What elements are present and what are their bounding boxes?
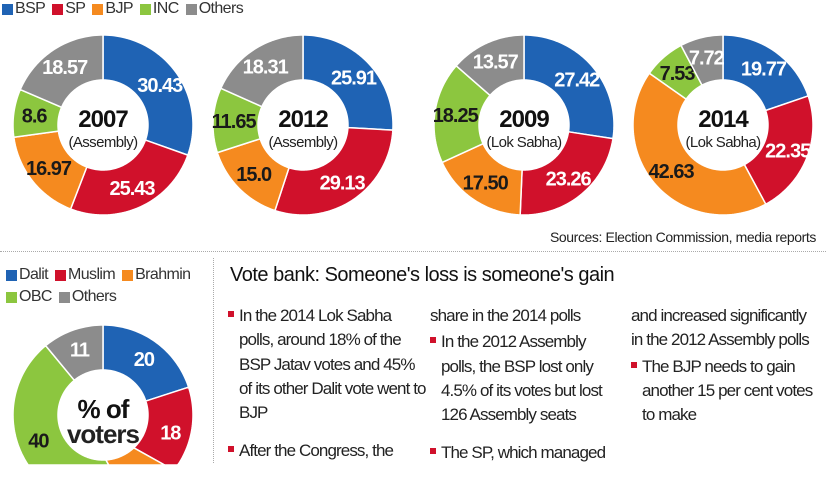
legend-swatch bbox=[122, 269, 134, 281]
slice-label: 29.13 bbox=[320, 172, 366, 194]
legend-swatch bbox=[52, 3, 64, 15]
bullet-point: After the Congress, the bbox=[228, 439, 428, 463]
legend-swatch bbox=[92, 3, 104, 15]
slice-others bbox=[19, 34, 104, 109]
legend-item: BJP bbox=[92, 0, 134, 18]
bullet-continuation: share in the 2014 polls bbox=[430, 306, 581, 325]
legend-swatch bbox=[58, 291, 70, 303]
legend-item: Brahmin bbox=[122, 266, 191, 284]
slice-label: 11 bbox=[70, 340, 90, 362]
slice-label: 15.0 bbox=[236, 164, 272, 186]
slice-label: 22.35 bbox=[765, 140, 811, 162]
slice-label: 16.97 bbox=[26, 158, 72, 180]
caste-legend: Dalit Muslim Brahmin OBC Others bbox=[6, 266, 211, 306]
slice-label: 7.53 bbox=[660, 63, 696, 85]
bullet-point: The SP, which managed bbox=[430, 441, 620, 465]
bullet-continuation: and increased significantly in the 2012 … bbox=[631, 306, 810, 350]
legend-item: INC bbox=[139, 0, 179, 18]
article-title: Vote bank: Someone's loss is someone's g… bbox=[230, 264, 615, 286]
slice-label: 18.31 bbox=[243, 57, 289, 79]
donut-2007: 30.43 25.43 16.97 8.6 18.57 2007(Assembly) bbox=[12, 34, 194, 216]
donut-title: 2014 bbox=[698, 106, 749, 133]
slice-label: 20 bbox=[134, 349, 155, 371]
slice-label: 7.72 bbox=[689, 48, 725, 70]
article-column-3: and increased significantly in the 2012 … bbox=[631, 304, 821, 441]
legend-label: Others bbox=[71, 288, 117, 305]
slice-label: 30.43 bbox=[137, 75, 183, 97]
legend-item: BSP bbox=[2, 0, 46, 18]
party-legend: BSP SP BJP INC Others bbox=[2, 0, 244, 18]
donut-subtitle: (Assembly) bbox=[68, 134, 138, 151]
slice-label: 40 bbox=[28, 431, 49, 453]
bullet-point: The BJP needs to gain another 15 per cen… bbox=[631, 355, 821, 428]
legend-swatch bbox=[2, 3, 13, 15]
slice-label: 19.77 bbox=[741, 58, 787, 80]
legend-swatch bbox=[139, 3, 151, 15]
legend-label: SP bbox=[65, 0, 86, 17]
donut-2012: 25.91 29.13 15.0 11.65 18.31 2012(Assembly) bbox=[212, 34, 394, 216]
slice-label: 13.57 bbox=[473, 52, 519, 74]
legend-label: Muslim bbox=[68, 266, 116, 283]
slice-others bbox=[44, 324, 104, 382]
legend-item: SP bbox=[52, 0, 86, 18]
legend-label: BJP bbox=[105, 0, 133, 17]
legend-item: Dalit bbox=[6, 266, 49, 284]
donut-subtitle: (Lok Sabha) bbox=[685, 134, 761, 151]
legend-swatch bbox=[6, 269, 17, 281]
legend-swatch bbox=[6, 291, 17, 303]
legend-label: Brahmin bbox=[135, 266, 191, 283]
slice-label: 18.57 bbox=[42, 57, 88, 79]
legend-label: Others bbox=[198, 0, 244, 17]
donut-subtitle: (Lok Sabha) bbox=[486, 134, 562, 151]
slice-label: 18 bbox=[160, 422, 181, 444]
slice-label: 18.25 bbox=[433, 105, 479, 127]
legend-item: Muslim bbox=[55, 266, 116, 284]
slice-others bbox=[680, 34, 724, 86]
divider bbox=[213, 258, 214, 463]
legend-label: OBC bbox=[19, 288, 52, 305]
donut-2014: 19.77 22.35 42.63 7.537.72 2014(Lok Sabha) bbox=[632, 34, 814, 216]
article-column-2: share in the 2014 polls In the 2012 Assem… bbox=[430, 304, 620, 480]
slice-label: 42.63 bbox=[649, 161, 695, 183]
donut-title: % of bbox=[78, 394, 130, 424]
slice-label: 27.42 bbox=[554, 70, 600, 92]
slice-label: 25.91 bbox=[331, 67, 377, 89]
donut-charts: 30.4325.4316.978.618.572007(Assembly)25.… bbox=[12, 34, 814, 465]
donut-title: 2012 bbox=[278, 106, 328, 133]
slice-label: 8.6 bbox=[22, 106, 48, 128]
legend-item: Others bbox=[185, 0, 244, 18]
donut-subtitle: (Assembly) bbox=[268, 134, 338, 151]
slice-label: 11.65 bbox=[212, 111, 257, 133]
bullet-point: In the 2012 Assembly polls, the BSP lost… bbox=[430, 330, 620, 427]
divider bbox=[0, 251, 826, 252]
slice-others bbox=[455, 34, 525, 97]
source-note: Sources: Election Commission, media repo… bbox=[549, 229, 816, 245]
slice-label: 17.50 bbox=[463, 173, 509, 195]
legend-label: INC bbox=[152, 0, 179, 17]
legend-item: Others bbox=[58, 288, 117, 306]
donut-subtitle: voters bbox=[67, 419, 140, 449]
donut-2009: 27.42 23.26 17.50 18.25 13.57 2009(Lok Sabha) bbox=[433, 34, 615, 216]
legend-label: Dalit bbox=[19, 266, 49, 283]
donut-title: 2009 bbox=[499, 106, 549, 133]
legend-swatch bbox=[185, 3, 197, 15]
donut-title: 2007 bbox=[78, 106, 128, 133]
slice-label: 23.26 bbox=[546, 169, 592, 191]
slice-others bbox=[220, 34, 304, 108]
legend-item: OBC bbox=[6, 288, 52, 306]
legend-label: BSP bbox=[15, 0, 46, 17]
bullet-point: In the 2014 Lok Sabha polls, around 18% … bbox=[228, 304, 428, 425]
slice-label: 25.43 bbox=[109, 178, 155, 200]
article-column-1: In the 2014 Lok Sabha polls, around 18% … bbox=[228, 304, 428, 478]
legend-swatch bbox=[55, 269, 67, 281]
